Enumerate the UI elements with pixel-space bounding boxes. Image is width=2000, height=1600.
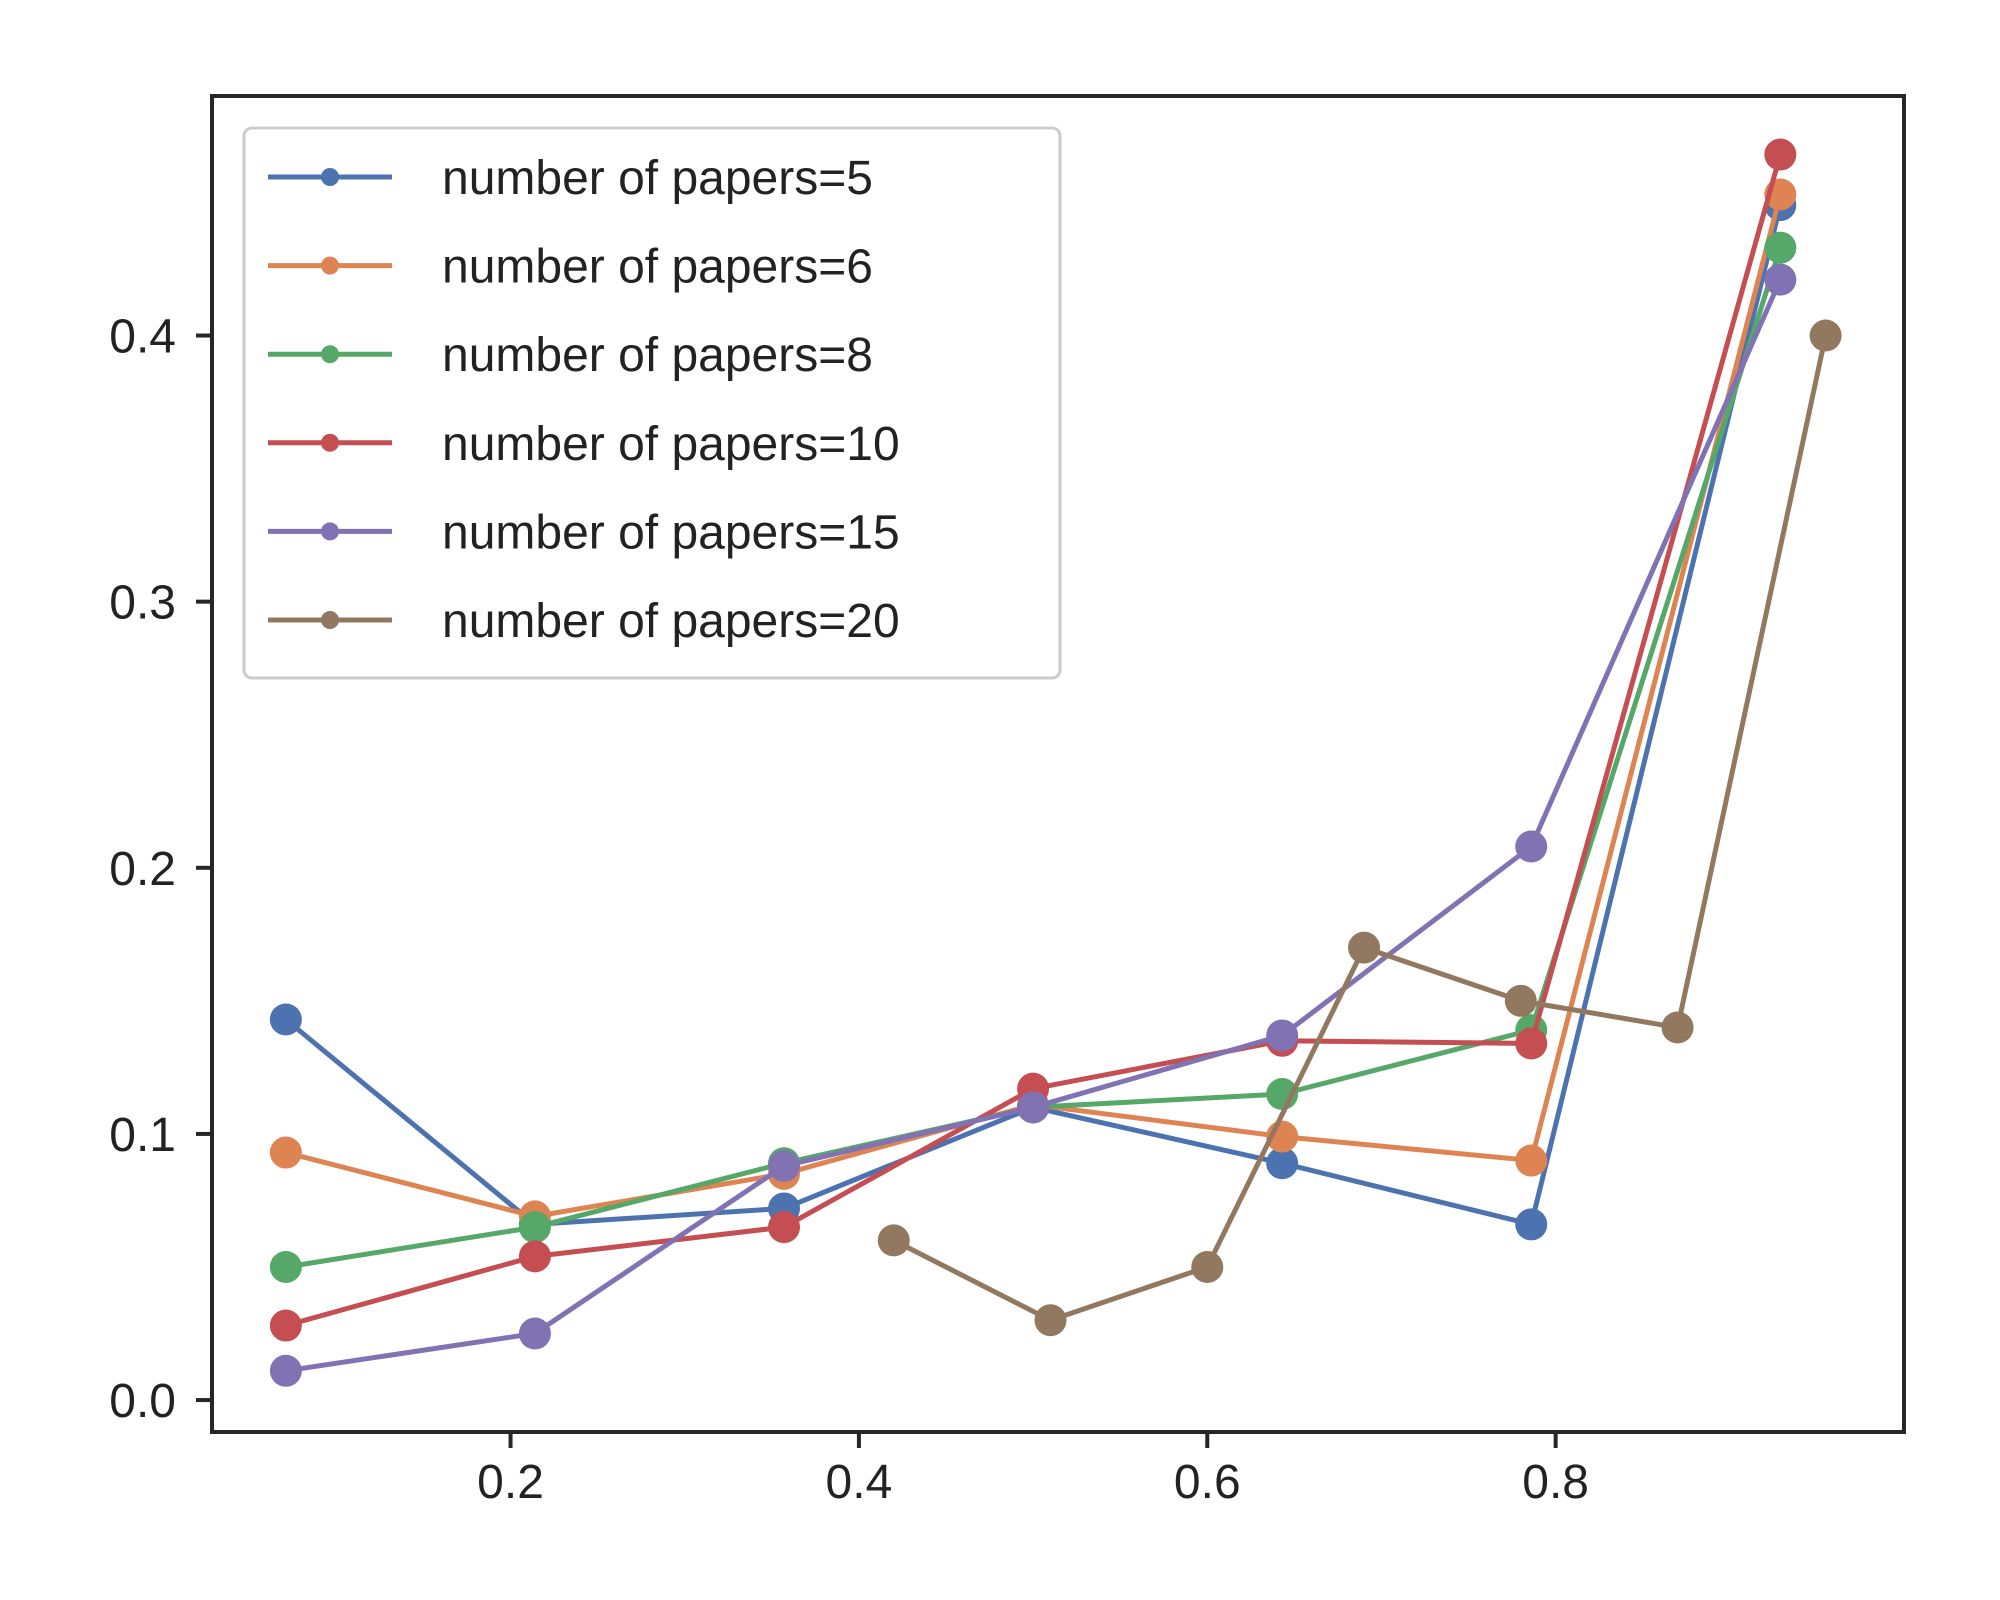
data-point xyxy=(877,1224,910,1257)
data-point xyxy=(269,1354,302,1387)
x-tick-label: 0.8 xyxy=(1522,1456,1589,1509)
legend-label: number of papers=5 xyxy=(442,152,873,205)
data-point xyxy=(1764,138,1797,171)
data-point xyxy=(518,1211,551,1244)
data-point xyxy=(1515,1208,1548,1241)
legend-label: number of papers=8 xyxy=(442,329,873,382)
legend-marker xyxy=(321,611,339,629)
legend-box xyxy=(242,126,1062,680)
x-tick-label: 0.4 xyxy=(826,1456,893,1509)
data-point xyxy=(1515,1027,1548,1060)
data-point xyxy=(1017,1091,1050,1124)
series-6 xyxy=(877,319,1842,1337)
legend-label: number of papers=10 xyxy=(442,418,900,471)
y-axis: 0.0 0.1 0.2 0.3 0.4 xyxy=(109,311,212,1428)
data-point xyxy=(768,1149,801,1182)
legend-marker xyxy=(321,433,339,452)
y-tick-label: 0.4 xyxy=(109,311,176,364)
legend-entry: number of papers=8 xyxy=(268,329,873,382)
data-point xyxy=(1515,1144,1548,1177)
y-tick-label: 0.1 xyxy=(109,1109,176,1162)
data-point xyxy=(269,1136,302,1169)
legend-entry: number of papers=6 xyxy=(268,241,873,294)
legend-entry: number of papers=15 xyxy=(268,506,900,559)
y-tick-label: 0.0 xyxy=(109,1375,176,1428)
axes-frame xyxy=(210,94,1906,1434)
data-point xyxy=(1348,931,1381,964)
data-point xyxy=(1661,1011,1694,1044)
legend: number of papers=5 number of papers=6 numb… xyxy=(242,126,1062,680)
data-point xyxy=(1764,263,1797,296)
y-tick-label: 0.2 xyxy=(109,843,176,896)
data-point xyxy=(1764,231,1797,264)
data-point xyxy=(1515,830,1548,863)
data-point xyxy=(269,1309,302,1342)
data-point xyxy=(1809,319,1842,352)
data-point xyxy=(518,1317,551,1350)
legend-label: number of papers=20 xyxy=(442,595,900,648)
legend-marker xyxy=(321,522,339,541)
data-point xyxy=(518,1240,551,1273)
data-point xyxy=(1034,1304,1067,1337)
data-point xyxy=(1266,1147,1299,1180)
data-point xyxy=(1504,984,1537,1017)
data-point xyxy=(768,1211,801,1244)
legend-label: number of papers=15 xyxy=(442,506,900,559)
data-point xyxy=(269,1003,302,1036)
y-tick-label: 0.3 xyxy=(109,577,176,630)
plot-area xyxy=(269,138,1842,1387)
legend-marker xyxy=(321,168,339,186)
x-axis: 0.2 0.4 0.6 0.8 xyxy=(477,1432,1589,1509)
x-tick-label: 0.2 xyxy=(477,1456,544,1509)
data-point xyxy=(1191,1250,1224,1283)
legend-marker xyxy=(321,256,339,275)
legend-entry: number of papers=5 xyxy=(268,152,873,205)
legend-entry: number of papers=20 xyxy=(268,595,900,648)
x-tick-label: 0.6 xyxy=(1174,1456,1241,1509)
legend-entry: number of papers=10 xyxy=(268,418,900,471)
legend-label: number of papers=6 xyxy=(442,241,873,294)
data-point xyxy=(1266,1019,1299,1052)
series-5 xyxy=(269,263,1797,1387)
legend-marker xyxy=(321,345,339,364)
data-point xyxy=(269,1250,302,1283)
